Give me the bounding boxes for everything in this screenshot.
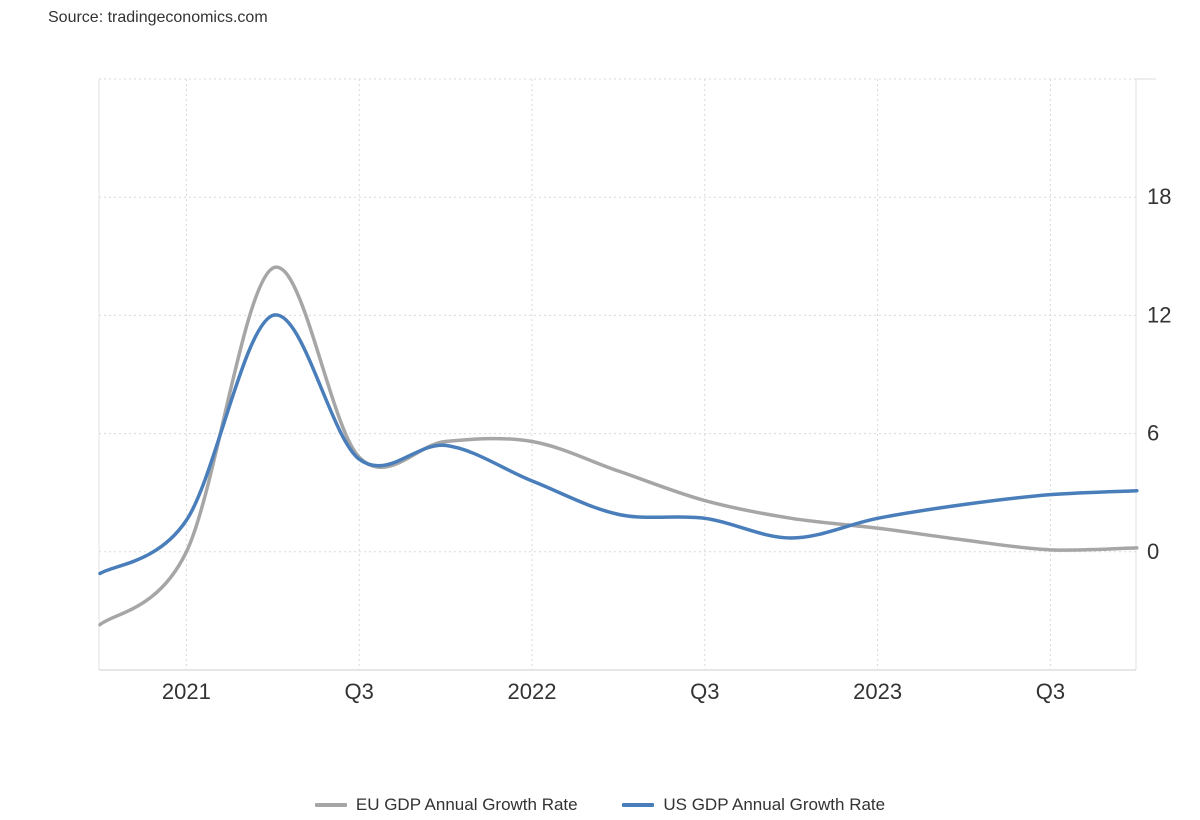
x-tick-label: 2021 [162, 679, 211, 704]
legend-swatch-eu [314, 803, 347, 807]
legend-item-eu: EU GDP Annual Growth Rate [314, 795, 578, 815]
legend-label-us: US GDP Annual Growth Rate [663, 795, 886, 814]
y-tick-label: 12 [1147, 302, 1171, 327]
line-chart: 18 12 6 0 2021 Q3 2022 Q3 2023 Q3 [98, 78, 1172, 704]
x-tick-label: 2023 [853, 679, 902, 704]
x-tick-label: Q3 [690, 679, 719, 704]
legend-item-us: US GDP Annual Growth Rate [622, 795, 885, 815]
y-tick-label: 6 [1147, 421, 1159, 446]
chart-grid [99, 78, 1136, 670]
y-tick-label: 18 [1147, 184, 1171, 209]
source-label: Source: tradingeconomics.com [48, 9, 268, 26]
series-line-us [98, 313, 1139, 576]
chart-legend: EU GDP Annual Growth Rate US GDP Annual … [0, 792, 1200, 815]
y-tick-label: 0 [1147, 539, 1159, 564]
chart-axes [98, 78, 1156, 671]
x-tick-label: 2022 [508, 679, 557, 704]
legend-swatch-us [622, 803, 655, 807]
series-line-eu [98, 265, 1139, 627]
chart-series [98, 265, 1139, 627]
legend-label-eu: EU GDP Annual Growth Rate [355, 795, 578, 814]
chart-tick-labels: 18 12 6 0 2021 Q3 2022 Q3 2023 Q3 [162, 184, 1172, 704]
x-tick-label: Q3 [1036, 679, 1065, 704]
x-tick-label: Q3 [345, 679, 374, 704]
